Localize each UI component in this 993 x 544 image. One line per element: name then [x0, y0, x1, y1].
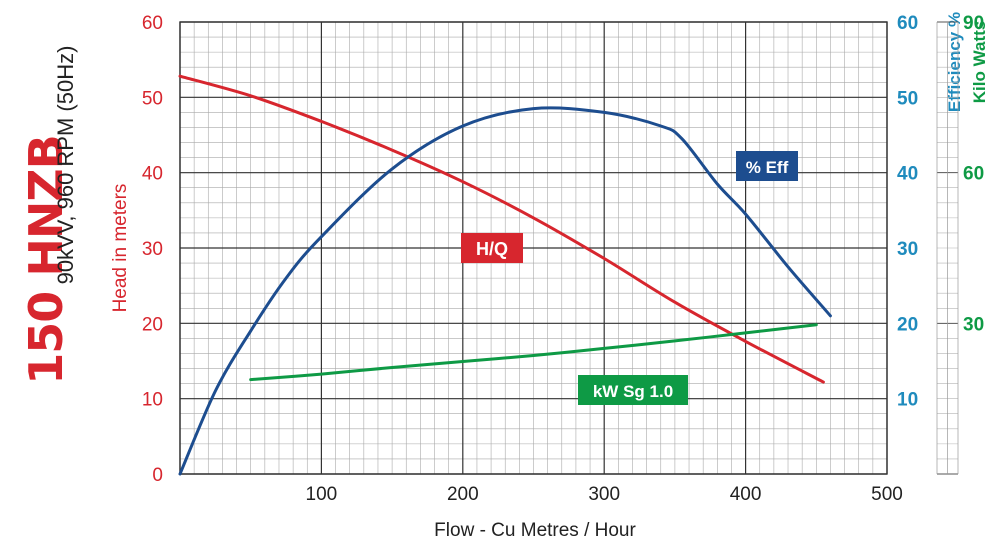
series-label-hq: H/Q — [461, 233, 523, 263]
y-right-eff-tick-label: 50 — [897, 88, 918, 109]
series-line-eff — [178, 106, 832, 476]
x-tick-label: 100 — [306, 484, 338, 505]
y-left-tick-label: 20 — [142, 314, 163, 335]
series-label-kw-text: kW Sg 1.0 — [593, 382, 673, 401]
x-axis-label: Flow - Cu Metres / Hour — [434, 520, 636, 541]
y-right-kw-ticks: 30 60 90 — [963, 13, 984, 335]
y-right-kw-tick-label: 90 — [963, 13, 984, 34]
y-right-eff-tick-label: 30 — [897, 239, 918, 260]
y-right-eff-tick-label: 60 — [897, 13, 918, 34]
y-left-tick-label: 10 — [142, 390, 163, 411]
x-tick-label: 400 — [730, 484, 762, 505]
y-right-eff-ticks: 10 20 30 40 50 60 — [897, 13, 918, 411]
series-line-kw — [249, 323, 818, 382]
x-tick-label: 300 — [588, 484, 620, 505]
series-label-kw: kW Sg 1.0 — [578, 375, 688, 405]
y-left-tick-label: 50 — [142, 88, 163, 109]
y-right-kw-label: Kilo Watts — [970, 21, 989, 103]
y-left-label: Head in meters — [110, 184, 131, 313]
x-ticks: 100 200 300 400 500 — [306, 484, 903, 505]
y-left-tick-label: 0 — [152, 465, 163, 486]
y-right-eff-tick-label: 40 — [897, 164, 918, 185]
kw-scale-grid — [936, 21, 959, 475]
series-line-hq — [178, 74, 825, 384]
major-grid — [179, 21, 888, 475]
series-label-hq-text: H/Q — [476, 239, 508, 259]
plot-frame — [179, 21, 888, 475]
series-label-eff-text: % Eff — [746, 158, 789, 177]
y-left-tick-label: 40 — [142, 164, 163, 185]
y-right-eff-tick-label: 10 — [897, 390, 918, 411]
y-left-tick-label: 60 — [142, 13, 163, 34]
x-tick-label: 200 — [447, 484, 479, 505]
x-tick-label: 500 — [871, 484, 903, 505]
series-layer — [178, 74, 832, 476]
y-right-eff-tick-label: 20 — [897, 314, 918, 335]
series-label-eff: % Eff — [736, 151, 798, 181]
spec-title: 90kVV, 960 RPM (50Hz) — [53, 46, 78, 285]
y-right-kw-tick-label: 60 — [963, 164, 984, 185]
y-right-kw-tick-label: 30 — [963, 314, 984, 335]
y-left-tick-label: 30 — [142, 239, 163, 260]
model-title: 150 HNZB — [19, 135, 73, 384]
y-left-ticks: 0 10 20 30 40 50 60 — [142, 13, 163, 486]
